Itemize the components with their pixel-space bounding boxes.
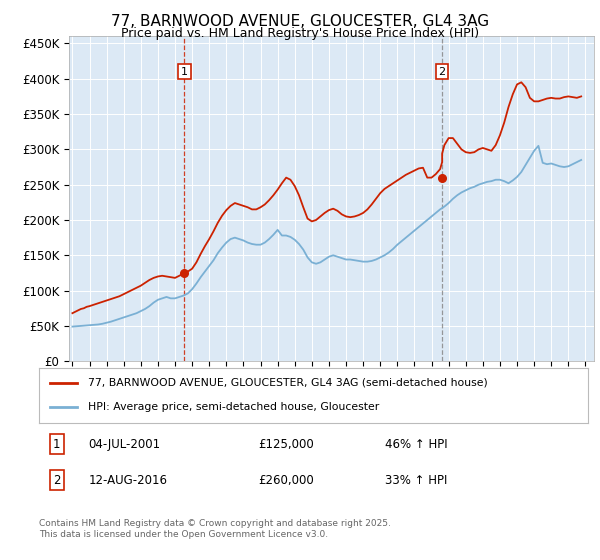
Text: 46% ↑ HPI: 46% ↑ HPI: [385, 438, 448, 451]
Text: 1: 1: [181, 67, 188, 77]
Text: HPI: Average price, semi-detached house, Gloucester: HPI: Average price, semi-detached house,…: [88, 403, 380, 412]
Text: 2: 2: [53, 474, 61, 487]
Text: 1: 1: [53, 438, 61, 451]
Text: 2: 2: [439, 67, 446, 77]
Text: £260,000: £260,000: [259, 474, 314, 487]
Text: 77, BARNWOOD AVENUE, GLOUCESTER, GL4 3AG (semi-detached house): 77, BARNWOOD AVENUE, GLOUCESTER, GL4 3AG…: [88, 378, 488, 388]
Text: £125,000: £125,000: [259, 438, 314, 451]
Text: 04-JUL-2001: 04-JUL-2001: [88, 438, 161, 451]
Text: Price paid vs. HM Land Registry's House Price Index (HPI): Price paid vs. HM Land Registry's House …: [121, 27, 479, 40]
Text: Contains HM Land Registry data © Crown copyright and database right 2025.
This d: Contains HM Land Registry data © Crown c…: [39, 519, 391, 539]
Text: 77, BARNWOOD AVENUE, GLOUCESTER, GL4 3AG: 77, BARNWOOD AVENUE, GLOUCESTER, GL4 3AG: [111, 14, 489, 29]
Text: 33% ↑ HPI: 33% ↑ HPI: [385, 474, 447, 487]
Text: 12-AUG-2016: 12-AUG-2016: [88, 474, 167, 487]
